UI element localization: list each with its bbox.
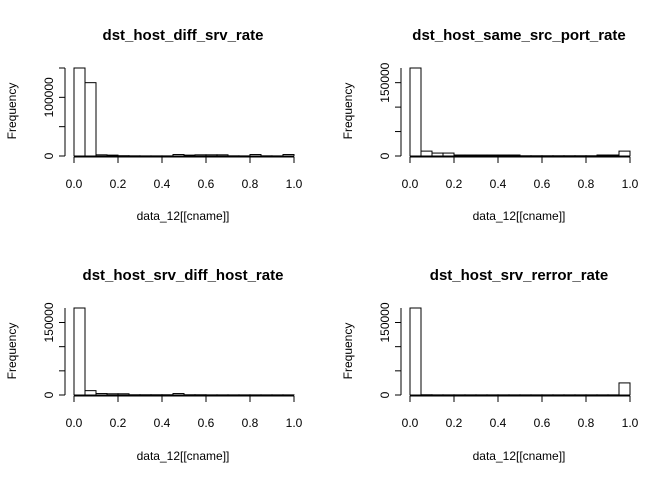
panel-1-bar [282,154,295,157]
panel-1-ylabel: Frequency [5,83,19,140]
panel-4-x-tick-label: 0.0 [402,416,419,430]
panel-2-bar [409,67,422,157]
panel-1-bar [205,154,218,157]
panel-1-bar [106,154,119,157]
panel-1-bar [194,154,207,157]
panel-2-x-tick-label: 1.0 [622,177,639,191]
panel-2-title: dst_host_same_src_port_rate [412,27,625,44]
panel-1-bar [183,154,196,157]
panel-2-bar [431,152,444,157]
panel-2-bar [618,150,631,157]
panel-3: dst_host_srv_diff_host_rate Frequency da… [5,267,303,463]
panel-2-axes: 0.0 0.2 0.4 0.6 0.8 1.0 0 150000 [378,62,639,191]
panel-1-bar [84,82,97,157]
panel-1: dst_host_diff_srv_rate Frequency data_12… [5,27,303,223]
panel-1-axes: 0.0 0.2 0.4 0.6 0.8 1.0 0 100000 [42,67,303,191]
panel-2-bar [508,154,521,157]
panel-4-x-tick-label: 0.4 [490,416,507,430]
panel-4-x-tick-label: 0.2 [446,416,463,430]
panel-4-title: dst_host_srv_rerror_rate [430,267,608,284]
panel-1-x-tick-label: 0.0 [66,177,83,191]
panel-3-y-tick-label: 0 [42,391,56,398]
panel-1-xlabel: data_12[[cname]] [137,209,230,223]
panel-2: dst_host_same_src_port_rate Frequency da… [341,27,639,223]
panel-2-bar [497,154,510,157]
panel-3-x-tick-label: 0.6 [198,416,215,430]
panel-3-bar [95,393,108,396]
panel-3-x-tick-label: 1.0 [286,416,303,430]
panel-2-y-tick-label: 150000 [378,62,392,102]
panel-2-bars [409,67,631,157]
panel-4-bar [409,307,422,396]
panel-3-x-tick-label: 0.2 [110,416,127,430]
panel-1-bar [95,154,108,157]
panel-1-x-tick-label: 0.6 [198,177,215,191]
panel-1-bar [249,154,262,157]
panel-1-x-tick-label: 0.8 [242,177,259,191]
panel-4-ylabel: Frequency [341,323,355,380]
panel-4-x-tick-label: 1.0 [622,416,639,430]
panel-3-bar [106,393,119,396]
panel-1-x-tick-label: 0.2 [110,177,127,191]
panel-4-bar [618,382,631,396]
panel-4: dst_host_srv_rerror_rate Frequency data_… [341,267,639,463]
panel-4-y-tick-label: 0 [378,391,392,398]
panel-3-title: dst_host_srv_diff_host_rate [83,267,284,284]
panel-2-xlabel: data_12[[cname]] [473,209,566,223]
panel-1-x-tick-label: 1.0 [286,177,303,191]
panel-2-bar [464,154,477,157]
panel-4-bars [409,307,631,396]
panel-1-bars [73,67,295,157]
panel-2-bar [475,154,488,157]
panel-1-bar [216,154,229,157]
panel-3-axes: 0.0 0.2 0.4 0.6 0.8 1.0 0 150000 [42,302,303,430]
panel-3-x-tick-label: 0.0 [66,416,83,430]
panel-2-bar [596,154,609,157]
panel-2-bar [486,154,499,157]
panel-1-title: dst_host_diff_srv_rate [103,27,264,44]
panel-2-bar [420,150,433,157]
panel-4-x-tick-label: 0.8 [578,416,595,430]
panel-3-x-tick-label: 0.8 [242,416,259,430]
panel-2-x-tick-label: 0.4 [490,177,507,191]
panel-4-x-tick-label: 0.6 [534,416,551,430]
panel-1-y-tick-label: 100000 [42,77,56,117]
panel-1-y-tick-label: 0 [42,152,56,159]
panel-3-bar [84,390,97,396]
panel-3-bar [73,307,86,396]
panel-4-y-tick-label: 150000 [378,302,392,342]
panel-2-y-tick-label: 0 [378,152,392,159]
panel-3-bar [117,393,130,396]
panel-2-bar [453,154,466,157]
panel-1-bar [73,67,86,157]
panel-3-xlabel: data_12[[cname]] [137,449,230,463]
panel-2-x-tick-label: 0.8 [578,177,595,191]
panel-2-bar [442,152,455,157]
panel-2-ylabel: Frequency [341,83,355,140]
panel-4-xlabel: data_12[[cname]] [473,449,566,463]
panel-2-x-tick-label: 0.2 [446,177,463,191]
panel-1-x-tick-label: 0.4 [154,177,171,191]
panel-3-bar [172,393,185,396]
panel-3-ylabel: Frequency [5,323,19,380]
panel-1-bar [172,154,185,157]
panel-4-axes: 0.0 0.2 0.4 0.6 0.8 1.0 0 150000 [378,302,639,430]
panel-3-x-tick-label: 0.4 [154,416,171,430]
panel-3-y-tick-label: 150000 [42,302,56,342]
panel-2-x-tick-label: 0.0 [402,177,419,191]
panel-2-x-tick-label: 0.6 [534,177,551,191]
panel-2-bar [607,154,620,157]
panel-3-bars [73,307,295,396]
